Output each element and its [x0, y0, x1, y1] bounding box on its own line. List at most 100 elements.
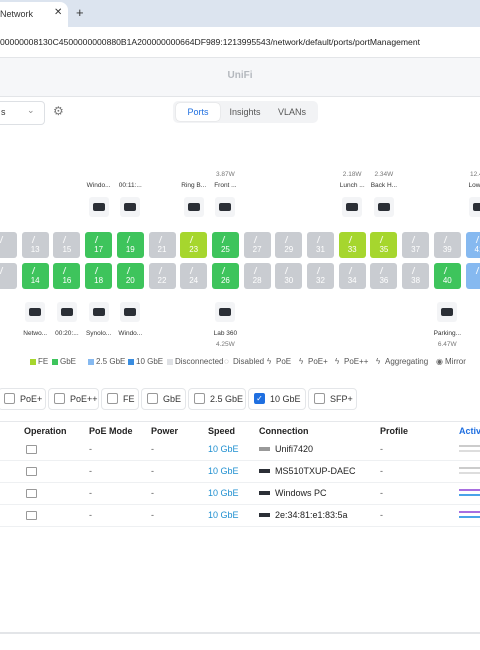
dropdown[interactable]: s ⌄ [0, 101, 45, 125]
device-power: 12.4... [469, 171, 480, 178]
tab[interactable]: Insights [229, 107, 261, 117]
filter-label[interactable]: 2.5 GbE [210, 394, 244, 404]
poe-icon [31, 236, 39, 243]
port[interactable]: 26 [211, 263, 239, 289]
device-name: Lunch ... [339, 182, 365, 189]
poe-icon [253, 236, 261, 243]
address-bar[interactable]: 00000008130C4500000000880B1A200000000664… [0, 27, 480, 57]
device-name: Back H... [370, 182, 398, 189]
poe-icon [221, 267, 230, 274]
port[interactable]: 14 [21, 263, 49, 289]
checkbox[interactable] [147, 393, 158, 404]
filter-label[interactable]: FE [123, 394, 135, 404]
port[interactable]: 30 [275, 263, 303, 289]
port[interactable] [0, 263, 17, 289]
poe-icon [0, 267, 8, 274]
legend-label: Mirror [445, 357, 466, 366]
poe-icon [443, 267, 452, 274]
tab[interactable]: Ports [176, 103, 220, 121]
device-glyph [29, 308, 42, 316]
port[interactable]: 21 [148, 232, 176, 258]
port[interactable] [0, 232, 17, 258]
filter-border [0, 388, 46, 410]
settings[interactable]: ⚙ [53, 104, 64, 118]
device-icon [437, 302, 458, 322]
connection-icon [259, 491, 270, 495]
column-header: Activ [459, 426, 480, 436]
port[interactable]: 33 [338, 232, 366, 258]
cell: - [89, 444, 92, 454]
poe-icon [285, 267, 293, 274]
port[interactable]: 24 [180, 263, 208, 289]
row-divider [0, 504, 480, 505]
port[interactable] [465, 263, 480, 289]
connection-icon [259, 469, 270, 473]
port[interactable]: 19 [116, 232, 144, 258]
tab-title: Network [0, 9, 34, 19]
port[interactable]: 23 [180, 232, 208, 258]
new-tab[interactable]: + [76, 5, 84, 20]
port[interactable]: 32 [307, 263, 334, 289]
port[interactable]: 16 [53, 263, 81, 289]
port[interactable]: 20 [116, 263, 144, 289]
tab-bar [0, 0, 480, 27]
poe-icon [94, 236, 103, 243]
tab[interactable]: VLANs [277, 107, 306, 117]
filter-label[interactable]: SFP+ [330, 394, 353, 404]
port[interactable]: 28 [243, 263, 271, 289]
poe-icon [63, 236, 71, 243]
poe-icon [475, 267, 480, 274]
port-number: 38 [411, 276, 421, 285]
legend-icon: ◌ [224, 357, 229, 366]
port-number: 39 [442, 245, 452, 254]
port[interactable]: 37 [402, 232, 430, 258]
cell: MS510TXUP-DAEC [275, 466, 356, 476]
port[interactable]: 18 [85, 263, 113, 289]
cell: - [89, 510, 92, 520]
filter-border [101, 388, 139, 410]
port[interactable]: 36 [370, 263, 398, 289]
device-name: Ring B... [181, 182, 207, 189]
port[interactable]: 38 [402, 263, 430, 289]
device-icon [215, 302, 236, 322]
operation-icon [26, 511, 37, 520]
filter-label[interactable]: PoE++ [70, 394, 98, 404]
port[interactable]: 41 [465, 232, 480, 258]
port[interactable]: 35 [370, 232, 398, 258]
port[interactable]: 15 [53, 232, 81, 258]
port[interactable]: 22 [148, 263, 176, 289]
port[interactable]: 13 [21, 232, 49, 258]
checkbox[interactable] [107, 393, 118, 404]
device-glyph [124, 308, 137, 316]
checkbox[interactable]: ✓ [254, 393, 265, 404]
device-power: 4.25W [215, 341, 235, 348]
port[interactable]: 27 [243, 232, 271, 258]
activity-bar [459, 450, 480, 452]
port[interactable]: 40 [433, 263, 461, 289]
filter-label[interactable]: 10 GbE [270, 394, 301, 404]
activity-bar [459, 467, 480, 469]
port[interactable]: 17 [85, 232, 113, 258]
browser-tab[interactable]: Network ✕ [0, 2, 68, 27]
device-name: Netwo... [23, 330, 48, 337]
poe-icon [411, 267, 420, 274]
activity-bar [459, 445, 480, 447]
device-name: Lab 360 [213, 330, 238, 337]
checkbox[interactable] [314, 393, 325, 404]
poe-icon [348, 267, 356, 274]
checkbox[interactable] [54, 393, 65, 404]
port-number: 22 [157, 276, 167, 285]
port[interactable]: 25 [211, 232, 239, 258]
checkbox[interactable] [4, 393, 15, 404]
filter-label[interactable]: GbE [163, 394, 182, 404]
checkbox[interactable] [194, 393, 205, 404]
filter-label[interactable]: PoE+ [20, 394, 43, 404]
port[interactable]: 31 [307, 232, 334, 258]
device-name: 00:11:... [118, 182, 142, 189]
port[interactable]: 34 [338, 263, 366, 289]
port[interactable]: 29 [275, 232, 303, 258]
tab-close[interactable]: ✕ [54, 7, 63, 18]
device-glyph [346, 203, 359, 211]
port[interactable]: 39 [433, 232, 461, 258]
